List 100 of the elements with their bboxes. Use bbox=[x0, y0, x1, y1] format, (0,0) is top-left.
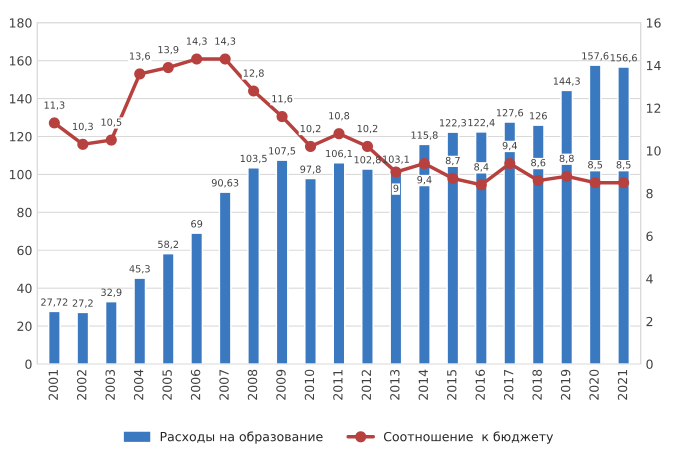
point bbox=[618, 177, 630, 188]
y-tick-label: 0 bbox=[25, 359, 32, 369]
x-tick-label: 2005 bbox=[162, 370, 172, 400]
x-tick-label: 2010 bbox=[304, 370, 314, 400]
y-tick-label: 180 bbox=[10, 18, 32, 28]
data-label: 106,1 bbox=[326, 150, 352, 158]
bar bbox=[133, 277, 146, 364]
data-label: 45,3 bbox=[129, 265, 150, 274]
point bbox=[162, 62, 174, 74]
point bbox=[476, 179, 487, 190]
bar bbox=[390, 168, 402, 364]
x-tick-label: 2014 bbox=[418, 370, 428, 400]
x-tick-label: 2009 bbox=[276, 370, 286, 400]
data-label: 8,6 bbox=[531, 158, 546, 168]
data-label: 27,2 bbox=[72, 299, 93, 308]
bar bbox=[446, 131, 460, 364]
data-label: 12,8 bbox=[244, 69, 264, 78]
point bbox=[504, 158, 516, 170]
bar bbox=[304, 178, 317, 364]
y2-tick-label: 0 bbox=[646, 359, 653, 369]
data-label: 126 bbox=[530, 112, 547, 120]
bar bbox=[76, 312, 90, 364]
data-label: 122,3 bbox=[440, 119, 466, 128]
data-label: 10,2 bbox=[300, 124, 320, 134]
data-label: 9 bbox=[393, 184, 398, 192]
y-tick-label: 100 bbox=[10, 170, 32, 180]
x-tick-label: 2008 bbox=[248, 370, 258, 400]
data-label: 127,6 bbox=[496, 109, 524, 118]
y-tick-label: 120 bbox=[10, 132, 32, 142]
bar bbox=[588, 64, 602, 364]
bar bbox=[532, 124, 545, 364]
data-label: 8,5 bbox=[588, 161, 602, 170]
x-tick-label: 2017 bbox=[504, 370, 514, 400]
data-label: 13,9 bbox=[158, 46, 178, 54]
y-tick-label: 20 bbox=[17, 322, 32, 332]
point bbox=[248, 85, 260, 97]
bar bbox=[617, 66, 630, 364]
data-label: 10,2 bbox=[358, 124, 378, 134]
y2-tick-label: 6 bbox=[646, 232, 653, 241]
data-label: 10,5 bbox=[102, 118, 122, 127]
point bbox=[390, 166, 402, 178]
bar bbox=[162, 252, 175, 364]
data-label: 69 bbox=[191, 220, 202, 228]
x-tick-label: 2019 bbox=[560, 370, 570, 400]
data-label: 107,5 bbox=[269, 147, 296, 156]
y-tick-label: 60 bbox=[17, 246, 32, 256]
data-label: 10,3 bbox=[73, 122, 93, 132]
point bbox=[276, 111, 288, 122]
bar bbox=[503, 121, 516, 364]
bar bbox=[276, 160, 288, 364]
bar bbox=[474, 131, 488, 364]
x-tick-label: 2003 bbox=[105, 370, 115, 400]
data-label: 115,8 bbox=[412, 131, 438, 140]
x-tick-label: 2011 bbox=[333, 370, 343, 400]
bar bbox=[418, 144, 431, 364]
bar bbox=[190, 232, 204, 364]
point bbox=[48, 117, 60, 129]
x-tick-label: 2020 bbox=[589, 370, 599, 400]
y2-tick-label: 16 bbox=[646, 18, 661, 28]
y2-tick-label: 2 bbox=[646, 316, 652, 326]
x-tick-label: 2012 bbox=[362, 370, 372, 400]
point bbox=[191, 53, 202, 65]
data-label: 8,4 bbox=[474, 163, 488, 172]
data-label: 13,6 bbox=[130, 52, 150, 61]
bar bbox=[48, 310, 61, 364]
y-tick-label: 40 bbox=[17, 284, 32, 294]
legend-label: Соотношение к бюджету bbox=[384, 431, 554, 444]
y-tick-label: 160 bbox=[10, 56, 32, 66]
data-label: 103,5 bbox=[240, 154, 267, 164]
x-tick-label: 2004 bbox=[134, 370, 144, 400]
x-tick-label: 2018 bbox=[532, 370, 542, 400]
y-tick-label: 80 bbox=[17, 208, 32, 218]
data-label: 10,8 bbox=[329, 112, 350, 120]
data-label: 32,9 bbox=[101, 288, 122, 297]
x-tick-label: 2015 bbox=[447, 370, 456, 400]
x-tick-label: 2013 bbox=[390, 370, 400, 400]
bar bbox=[218, 191, 232, 364]
point bbox=[106, 134, 117, 146]
data-label: 8,5 bbox=[616, 161, 631, 170]
data-label: 14,3 bbox=[215, 37, 236, 46]
bar bbox=[560, 90, 574, 364]
point bbox=[304, 140, 316, 152]
data-label: 9,4 bbox=[502, 142, 517, 150]
point bbox=[77, 138, 88, 150]
point bbox=[532, 175, 544, 186]
data-label: 8,8 bbox=[560, 154, 574, 164]
data-label: 9,4 bbox=[417, 176, 432, 184]
data-label: 11,3 bbox=[44, 101, 64, 110]
data-label: 144,3 bbox=[554, 77, 580, 86]
data-label: 14,3 bbox=[186, 37, 207, 46]
data-label: 90,63 bbox=[212, 179, 238, 188]
bar bbox=[332, 162, 346, 364]
data-label: 8,7 bbox=[446, 156, 460, 166]
legend-label: Расходы на образование bbox=[160, 431, 323, 444]
point bbox=[362, 140, 374, 152]
x-tick-label: 2021 bbox=[618, 370, 628, 400]
point bbox=[561, 170, 572, 182]
data-label: 11,6 bbox=[272, 95, 292, 104]
data-label: 97,8 bbox=[300, 166, 321, 174]
y-tick-label: 140 bbox=[10, 94, 32, 104]
